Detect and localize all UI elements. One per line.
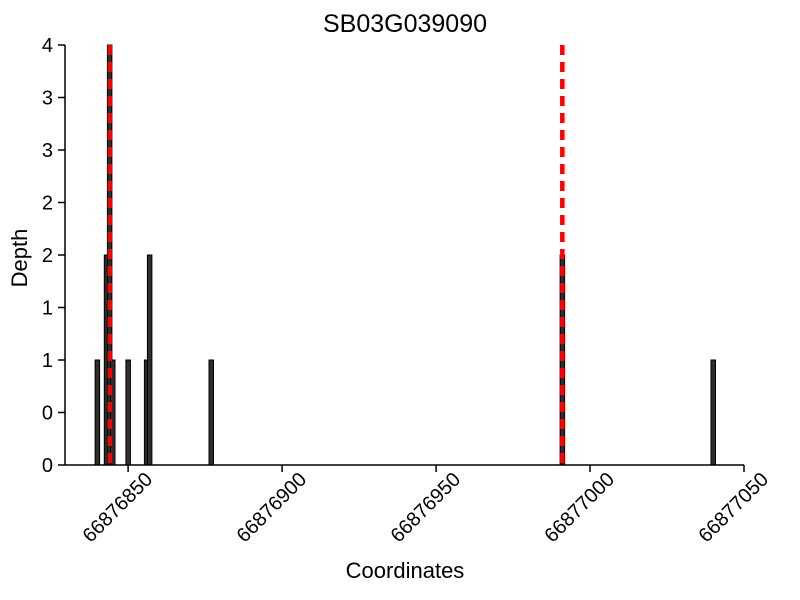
x-axis-title: Coordinates	[346, 558, 465, 583]
depth-bar	[125, 359, 131, 466]
y-axis-title: Depth	[7, 229, 32, 288]
marker-vlines-group	[107, 45, 565, 465]
y-tick-label: 1	[42, 298, 53, 320]
depth-bar	[94, 359, 101, 466]
y-tick-label: 0	[42, 403, 53, 425]
depth-bar	[710, 359, 716, 466]
y-tick-label: 3	[42, 140, 53, 162]
y-tick-label: 2	[42, 193, 53, 215]
y-tick-label: 3	[42, 88, 53, 110]
x-tick-label: 66876850	[79, 469, 157, 547]
depth-bar	[208, 359, 214, 466]
x-tick-label: 66877000	[541, 469, 619, 547]
y-axis: 0 0 1 1 2 2 3 3 4	[42, 35, 66, 477]
y-tick-label: 1	[42, 350, 53, 372]
x-tick-label: 66877050	[695, 469, 773, 547]
x-axis: 66876850 66876900 66876950 66877000 66877050	[65, 464, 773, 547]
x-tick-label: 66876900	[233, 469, 311, 547]
bars-group	[94, 44, 716, 466]
chart-title: SB03G039090	[323, 10, 487, 38]
y-tick-label: 2	[42, 245, 53, 267]
depth-bar	[146, 254, 153, 466]
y-tick-label: 0	[42, 455, 53, 477]
y-tick-label: 4	[42, 35, 53, 57]
x-tick-label: 66876950	[387, 469, 465, 547]
